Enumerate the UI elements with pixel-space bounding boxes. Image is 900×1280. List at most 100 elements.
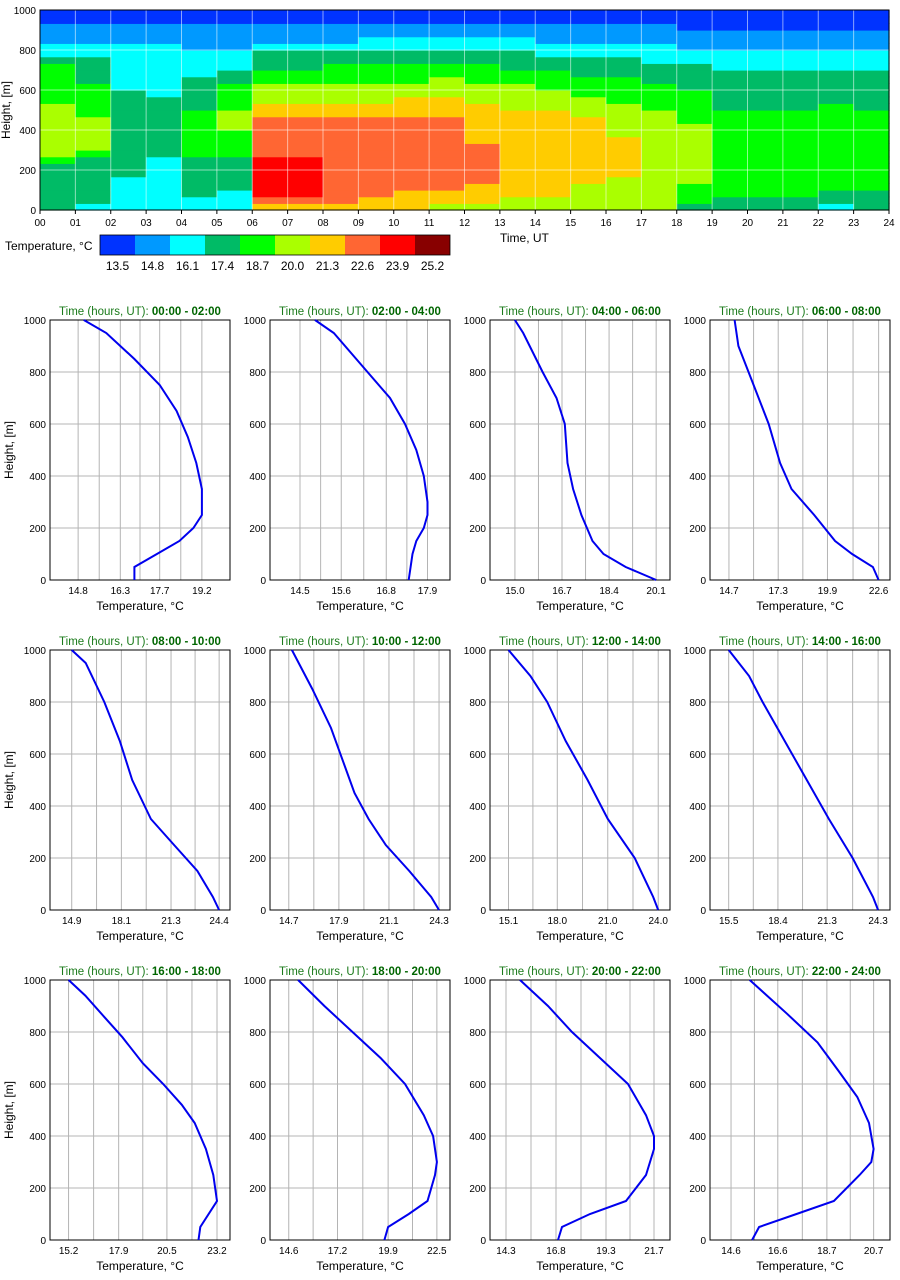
heatmap-x-tick-label: 16 [600, 218, 612, 229]
heatmap-cell [146, 170, 183, 178]
panel-x-tick-label: 15.1 [499, 916, 519, 927]
panel-y-tick-label: 200 [469, 854, 486, 865]
heatmap-cell [499, 43, 536, 51]
heatmap-cell [747, 123, 784, 131]
heatmap-cell [40, 96, 76, 104]
panel-y-tick-label: 200 [689, 524, 706, 535]
heatmap-cell [323, 103, 359, 111]
heatmap-cell [110, 96, 147, 104]
panel-frame [489, 319, 671, 581]
heatmap-cell [287, 136, 324, 144]
heatmap-cell [712, 36, 749, 44]
heatmap-cell [146, 163, 183, 171]
heatmap-cell [464, 103, 501, 111]
heatmap-cell [393, 10, 430, 18]
heatmap-cell [747, 43, 784, 51]
heatmap-cell [606, 123, 642, 131]
heatmap-cell [358, 136, 395, 144]
heatmap-cell [747, 143, 784, 151]
heatmap-cell [641, 96, 678, 104]
heatmap-cell [818, 123, 855, 131]
heatmap-cell [606, 156, 642, 164]
panel-y-tick-label: 0 [480, 576, 486, 587]
heatmap-cell [75, 190, 112, 198]
heatmap-cell [712, 136, 749, 144]
panel-title: Time (hours, UT): 14:00 - 16:00 [719, 636, 881, 648]
heatmap-cell [747, 196, 784, 204]
heatmap-cell [40, 130, 76, 138]
heatmap-cell [393, 190, 430, 198]
heatmap-cell [216, 23, 253, 31]
panel-y-tick-label: 800 [689, 698, 706, 709]
heatmap-cell [110, 183, 147, 191]
heatmap-cell [712, 103, 749, 111]
heatmap-cell [146, 30, 183, 38]
profile-panel: Time (hours, UT): 00:00 - 02:00 0 200 400 60… [2, 306, 231, 613]
heatmap-cell [429, 110, 466, 118]
heatmap-cell [40, 63, 76, 71]
heatmap-cell [393, 30, 430, 38]
heatmap-cell [323, 10, 359, 18]
heatmap-cell [853, 176, 890, 184]
heatmap-cell [110, 110, 147, 118]
heatmap-cell [358, 130, 395, 138]
heatmap-cell [818, 143, 855, 151]
heatmap-cell [216, 163, 253, 171]
heatmap-cell [110, 150, 147, 158]
heatmap-cell [216, 110, 253, 118]
heatmap-cell [535, 156, 572, 164]
panel-y-tick-label: 800 [249, 1028, 266, 1039]
heatmap-cell [393, 83, 430, 91]
panel-x-tick-label: 14.7 [719, 586, 739, 597]
heatmap-cell [252, 130, 289, 138]
panel-y-tick-label: 1000 [684, 646, 707, 657]
temperature-profile-line [727, 649, 880, 911]
heatmap-cell [287, 150, 324, 158]
heatmap-cell [181, 43, 218, 51]
heatmap-cell [747, 10, 784, 18]
panel-x-tick-label: 18.4 [768, 916, 788, 927]
heatmap-cell [181, 103, 218, 111]
panel-y-axis-label: Height, [m] [2, 1081, 16, 1139]
heatmap-cell [110, 170, 147, 178]
heatmap-cell [747, 83, 784, 91]
heatmap-cell [570, 103, 607, 111]
heatmap-cell [323, 30, 359, 38]
heatmap-cell [181, 143, 218, 151]
heatmap-cell [429, 103, 466, 111]
heatmap-cell [782, 103, 819, 111]
heatmap-cell [287, 43, 324, 51]
heatmap-cell [323, 116, 359, 124]
heatmap-cell [641, 83, 678, 91]
heatmap-cell [535, 43, 572, 51]
heatmap-cell [216, 116, 253, 124]
panel-x-tick-label: 20.1 [646, 586, 666, 597]
panel-y-tick-label: 400 [249, 472, 266, 483]
heatmap-cell [252, 16, 289, 24]
heatmap-cell [287, 83, 324, 91]
heatmap-cell [747, 103, 784, 111]
heatmap-cell [782, 23, 819, 31]
heatmap-cell [676, 50, 713, 58]
heatmap-cell [853, 10, 890, 18]
heatmap-cell [464, 83, 501, 91]
heatmap-cell [110, 56, 147, 64]
heatmap-cell [216, 103, 253, 111]
heatmap-cell [110, 76, 147, 84]
heatmap-cell [323, 203, 359, 211]
heatmap-cell [535, 23, 572, 31]
heatmap-cell [782, 156, 819, 164]
panel-frame [489, 979, 671, 1241]
heatmap-cell [181, 203, 218, 211]
heatmap-cell [853, 96, 890, 104]
heatmap-x-tick-label: 02 [105, 218, 117, 229]
heatmap-cell [853, 76, 890, 84]
heatmap-cell [818, 163, 855, 171]
heatmap-cell [323, 50, 359, 58]
heatmap-cell [358, 63, 395, 71]
panel-x-axis-label: Temperature, °C [536, 599, 624, 613]
heatmap-cell [464, 136, 501, 144]
panel-title: Time (hours, UT): 02:00 - 04:00 [279, 306, 441, 318]
heatmap-cell [818, 70, 855, 78]
heatmap-cell [323, 156, 359, 164]
